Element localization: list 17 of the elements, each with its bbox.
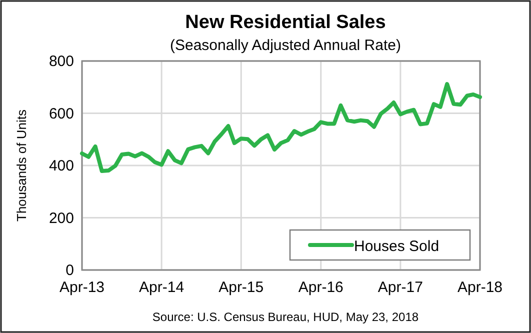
y-axis-title: Thousands of Units [14, 109, 29, 222]
y-tick-label: 200 [48, 210, 74, 227]
legend-label: Houses Sold [354, 238, 440, 255]
x-tick-label: Apr-17 [378, 279, 423, 296]
x-tick-label: Apr-15 [218, 279, 264, 296]
source-note: Source: U.S. Census Bureau, HUD, May 23, 2018 [152, 310, 419, 324]
chart-subtitle: (Seasonally Adjusted Annual Rate) [170, 37, 401, 54]
y-tick-label: 400 [48, 158, 74, 174]
chart-title: New Residential Sales [185, 12, 386, 33]
y-tick-label: 600 [48, 105, 74, 122]
line-series [80, 82, 482, 173]
y-tick-label: 0 [66, 262, 74, 279]
x-tick-label: Apr-14 [139, 279, 184, 296]
y-tick-label: 800 [48, 53, 74, 70]
x-tick-label: Apr-13 [59, 279, 105, 296]
x-tick-label: Apr-18 [457, 279, 503, 296]
x-tick-label: Apr-16 [298, 279, 344, 296]
